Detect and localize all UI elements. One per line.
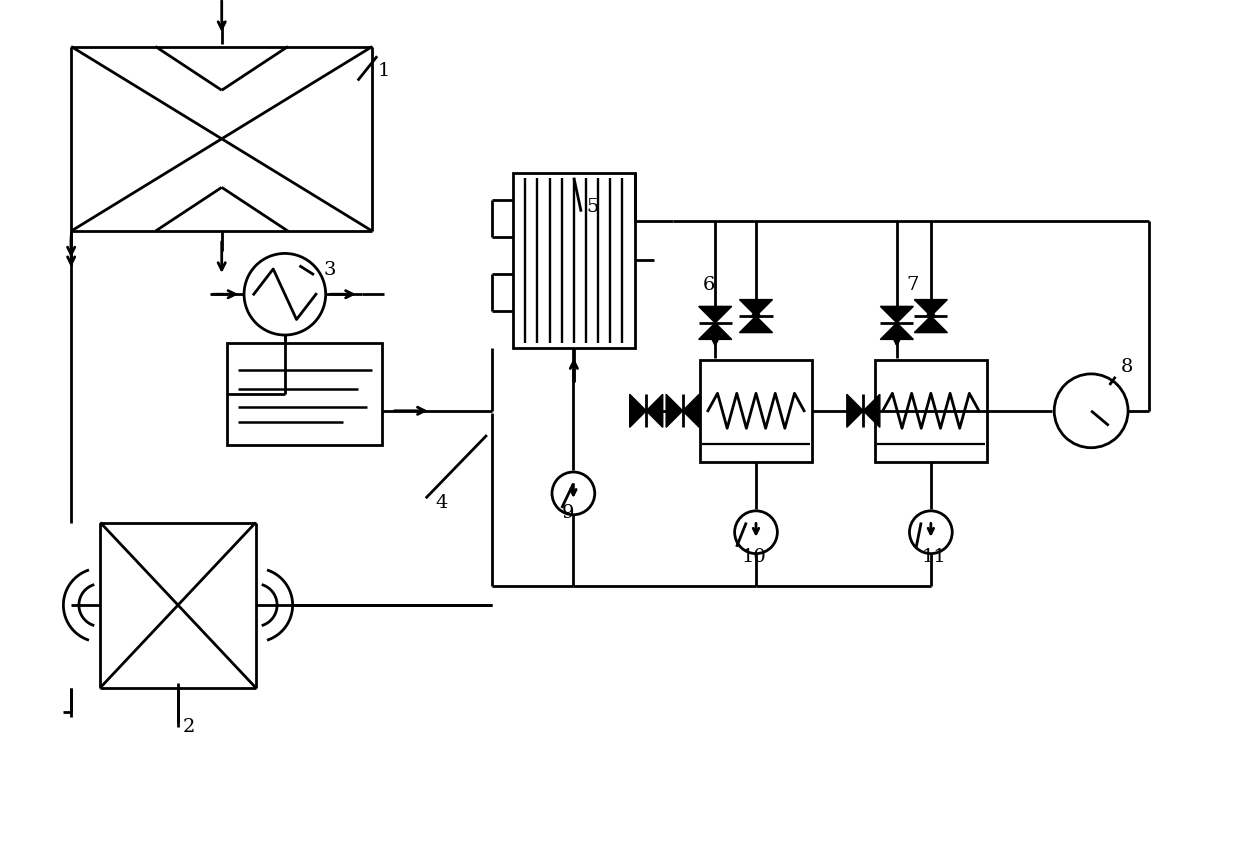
Text: 1: 1 — [377, 61, 389, 80]
Text: 4: 4 — [435, 494, 448, 512]
Text: 10: 10 — [742, 547, 766, 565]
Text: 8: 8 — [1120, 358, 1132, 376]
Polygon shape — [847, 394, 863, 427]
Polygon shape — [914, 299, 947, 316]
Text: 2: 2 — [182, 717, 195, 736]
Polygon shape — [739, 299, 773, 316]
Polygon shape — [698, 323, 732, 340]
Bar — [701, 360, 812, 462]
Polygon shape — [863, 394, 880, 427]
Text: 3: 3 — [324, 261, 336, 279]
Polygon shape — [646, 394, 662, 427]
Text: 9: 9 — [562, 504, 574, 521]
Text: 5: 5 — [587, 198, 599, 216]
Polygon shape — [880, 306, 914, 323]
Text: 7: 7 — [906, 276, 919, 294]
Bar — [513, 172, 635, 347]
Polygon shape — [666, 394, 683, 427]
Polygon shape — [683, 394, 699, 427]
Polygon shape — [630, 394, 646, 427]
Polygon shape — [880, 323, 914, 340]
Bar — [875, 360, 987, 462]
Polygon shape — [914, 316, 947, 332]
Bar — [227, 343, 382, 445]
Text: 11: 11 — [921, 547, 946, 565]
Polygon shape — [739, 316, 773, 332]
Text: 6: 6 — [703, 276, 715, 294]
Polygon shape — [698, 306, 732, 323]
